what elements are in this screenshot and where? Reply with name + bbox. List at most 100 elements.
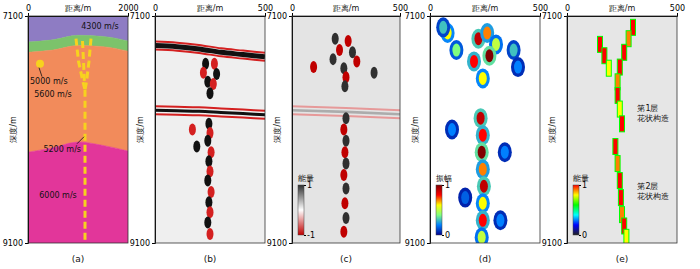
tick-mark xyxy=(25,243,28,244)
tick-mark xyxy=(564,243,567,244)
panel-texts: 第1层花状构造第2层花状构造050071009100距离/m深度/m(e)01能… xyxy=(542,4,686,264)
tick-label: 9100 xyxy=(267,239,287,248)
tick: 7100 xyxy=(130,12,155,21)
amplitude-halo xyxy=(507,40,521,60)
amplitude-blob xyxy=(439,21,447,34)
tick: 9100 xyxy=(542,239,567,248)
panel-texts: 050071009100距离/m深度/m(c)-11能量 xyxy=(267,4,409,264)
seismic-event xyxy=(371,67,378,79)
tick-mark xyxy=(427,243,430,244)
amplitude-blob xyxy=(479,214,487,227)
amplitude-halo xyxy=(493,210,507,230)
plot-area xyxy=(292,33,400,238)
seismic-event xyxy=(310,61,317,73)
plot-background xyxy=(430,16,540,243)
amplitude-blob xyxy=(514,61,522,74)
tick: 0 xyxy=(565,4,570,16)
axis: 71009100 xyxy=(405,12,431,248)
axis: 0500 xyxy=(428,4,548,17)
amplitude-blob xyxy=(478,146,486,159)
colorbar-title: 能量 xyxy=(298,174,314,183)
tick: 7100 xyxy=(267,12,292,21)
tick: 0 xyxy=(26,4,31,16)
energy-cell xyxy=(613,139,618,155)
tick: 7100 xyxy=(542,12,567,21)
tick-label: 7100 xyxy=(542,12,562,21)
amplitude-halo xyxy=(458,188,472,208)
tick-mark xyxy=(677,13,678,16)
y-axis-title: 深度/m xyxy=(411,116,420,143)
colorbar-title: 振幅 xyxy=(436,174,452,183)
tick-mark xyxy=(155,13,156,16)
energy-cell xyxy=(617,101,622,117)
plot-frame xyxy=(430,16,540,243)
seismic-event xyxy=(207,206,214,218)
energy-cell xyxy=(617,59,622,75)
layer-label: 6000 m/s xyxy=(39,191,77,200)
tick-mark xyxy=(427,16,430,17)
seismic-event xyxy=(193,141,200,153)
amplitude-halo xyxy=(467,51,481,71)
tick-label: 0 xyxy=(582,231,587,240)
tick: 0 xyxy=(579,231,587,240)
x-axis-title: 距离/m xyxy=(472,4,499,13)
amplitude-halo xyxy=(474,108,488,128)
seismic-event xyxy=(211,58,218,70)
annotation: 第2层 xyxy=(637,182,658,191)
amplitude-halo xyxy=(445,120,459,140)
axis: 0500 xyxy=(153,4,273,17)
tick-label: 7100 xyxy=(3,12,23,21)
tick-label: 9100 xyxy=(405,239,425,248)
panel-texts: 4300 m/s5600 m/s6000 m/s5000 m/s5200 m/s… xyxy=(3,4,139,264)
tick: 7100 xyxy=(3,12,28,21)
panel: 050071009100距离/m深度/m(c)-11能量 xyxy=(267,4,409,264)
seismic-event xyxy=(341,146,348,158)
panel-label: (c) xyxy=(340,254,352,264)
seismic-event xyxy=(207,228,214,240)
tick: -1 xyxy=(304,231,315,240)
axis: 71009100 xyxy=(3,12,29,248)
amplitude-halo xyxy=(476,159,490,179)
layer-label: 4300 m/s xyxy=(81,22,119,31)
amplitude-blob xyxy=(478,231,486,243)
reflector xyxy=(155,46,265,57)
amplitude-halo xyxy=(482,46,496,66)
seismic-event xyxy=(189,124,196,136)
tick: 9100 xyxy=(405,239,430,248)
tick-label: 500 xyxy=(670,4,685,13)
seismic-event xyxy=(353,55,360,67)
seismic-event xyxy=(204,135,211,147)
plot-frame xyxy=(567,16,677,243)
x-axis-title: 距离/m xyxy=(333,4,360,13)
seismic-event xyxy=(208,186,215,198)
axis: 0500 xyxy=(290,4,408,17)
amplitude-blob xyxy=(479,197,487,210)
seismic-event xyxy=(213,68,220,80)
x-axis-title: 距离/m xyxy=(609,4,636,13)
amplitude-blob xyxy=(496,214,504,227)
seismic-event xyxy=(343,183,350,195)
seismic-event xyxy=(205,196,212,208)
y-axis-title: 深度/m xyxy=(136,116,145,143)
tick-label: -1 xyxy=(307,231,315,240)
seismic-event xyxy=(343,212,350,224)
tick-mark xyxy=(442,185,444,186)
seismic-event xyxy=(341,197,348,209)
energy-cell xyxy=(617,173,622,189)
panel-label: (b) xyxy=(204,254,217,264)
y-axis-title: 深度/m xyxy=(273,116,282,143)
tick: 9100 xyxy=(130,239,155,248)
tick: 0 xyxy=(428,4,433,16)
tick-label: 0 xyxy=(565,4,570,13)
tick-mark xyxy=(400,13,401,16)
fault-trace xyxy=(83,41,85,84)
plot-area xyxy=(28,16,128,243)
colorbar xyxy=(573,185,579,235)
tick-mark xyxy=(289,243,292,244)
amplitude-blob xyxy=(452,44,460,57)
plot-area xyxy=(598,19,636,243)
seismic-event xyxy=(341,80,348,92)
colorbar-title: 能量 xyxy=(573,174,589,183)
axis-line xyxy=(443,186,445,236)
axis: 01 xyxy=(579,181,587,240)
